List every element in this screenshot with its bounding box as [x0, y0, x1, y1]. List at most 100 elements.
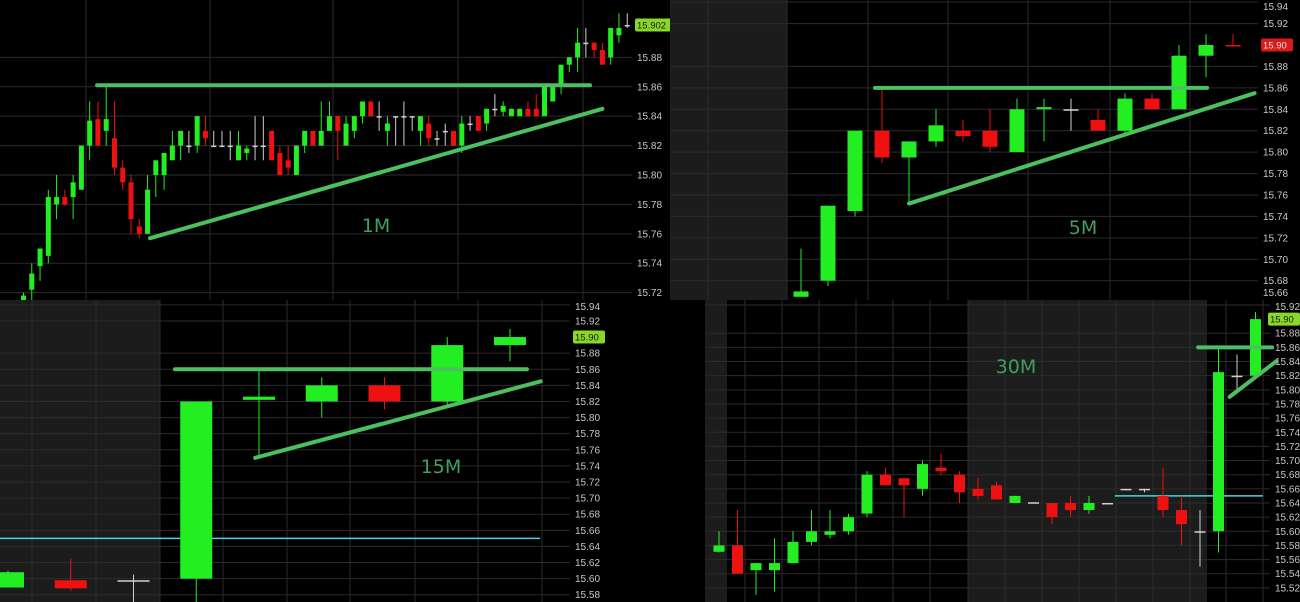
candle-body: [87, 120, 93, 146]
y-tick-label: 15.94: [1263, 2, 1288, 13]
candle-body: [21, 295, 26, 300]
y-tick-label: 15.82: [1263, 126, 1288, 137]
candle-body: [820, 205, 836, 281]
candle-body: [70, 182, 76, 198]
candle: [492, 94, 498, 117]
candle-body: [409, 116, 415, 118]
panel-content: 1M: [0, 0, 670, 300]
candle-body: [793, 291, 809, 297]
y-tick-label: 15.78: [637, 200, 662, 211]
candle-body: [318, 130, 324, 146]
y-tick-label: 15.84: [575, 381, 600, 392]
candle: [368, 377, 401, 410]
candle: [1139, 488, 1150, 493]
candle: [806, 510, 817, 546]
y-tick-label: 15.92: [1275, 302, 1300, 313]
candle: [901, 141, 917, 204]
candle-body: [880, 474, 891, 486]
candle-body: [376, 116, 382, 118]
y-tick-label: 15.58: [575, 590, 600, 601]
candle-body: [277, 152, 283, 175]
candle-body: [517, 108, 523, 117]
session-shade: [0, 300, 160, 602]
candle: [161, 152, 167, 190]
candle-body: [624, 25, 630, 27]
panel-axis-labels: 15.58 15.60 15.62 15.64 15.66 15.68 15.70 15.72…: [573, 302, 605, 601]
candle: [1157, 467, 1169, 518]
last-price-badge-bg: [1261, 38, 1293, 52]
y-tick-label: 15.80: [1263, 148, 1288, 159]
candle-body: [111, 138, 117, 168]
last-price-badge: 15.90: [1268, 312, 1300, 326]
candle-body: [917, 464, 928, 489]
support-trendline: [148, 106, 605, 241]
candle-body: [459, 123, 465, 146]
candle-body: [302, 130, 308, 146]
candle: [1176, 495, 1187, 546]
candle-body: [492, 108, 498, 111]
candle: [219, 130, 225, 148]
panel-axis-labels: 15.52 15.54 15.56 15.58 15.60 15.62 15.64 15.66…: [1268, 302, 1300, 594]
candle-body: [608, 27, 614, 58]
candle-body: [533, 108, 539, 117]
candle-body: [1139, 488, 1150, 491]
candle: [732, 510, 743, 574]
y-tick-label: 15.54: [1275, 569, 1300, 580]
candle-body: [434, 138, 440, 140]
candle: [178, 130, 184, 161]
candle: [898, 478, 910, 518]
session-shade: [670, 0, 787, 300]
candle-body: [29, 273, 35, 290]
y-tick-label: 15.72: [637, 288, 662, 299]
candle-body: [1198, 45, 1214, 56]
candle: [1171, 45, 1187, 110]
y-tick-label: 15.88: [1263, 62, 1288, 73]
candle-body: [583, 42, 589, 45]
y-tick-label: 15.76: [1263, 191, 1288, 202]
y-tick-label: 15.58: [1275, 541, 1300, 552]
candle: [542, 86, 548, 117]
candle-body: [1171, 55, 1187, 110]
candle-body: [169, 145, 175, 161]
candle-body: [566, 57, 572, 65]
candle-body: [901, 141, 917, 158]
candle: [880, 467, 891, 486]
candle-body: [260, 145, 266, 148]
candle: [1090, 109, 1106, 131]
candle-body: [351, 116, 357, 131]
candle-body: [972, 488, 984, 496]
y-tick-label: 15.70: [1263, 255, 1288, 266]
candle: [793, 248, 809, 297]
y-tick-label: 15.68: [1263, 276, 1288, 287]
candle-body: [45, 197, 51, 256]
candle-body: [1046, 502, 1058, 518]
y-tick-label: 15.76: [637, 229, 662, 240]
candle-body: [1120, 488, 1132, 491]
candle-body: [326, 116, 332, 131]
candle: [1065, 495, 1076, 518]
candle: [1046, 502, 1058, 525]
candle: [1120, 488, 1132, 491]
candle-body: [384, 123, 390, 131]
candle: [972, 478, 984, 500]
last-price-badge-bg: [573, 330, 605, 344]
candle-body: [1157, 495, 1169, 511]
y-tick-label: 15.80: [575, 413, 600, 424]
candle-body: [954, 474, 965, 493]
last-price-value: 15.90: [1263, 41, 1287, 52]
y-tick-label: 15.70: [575, 494, 600, 505]
candle-body: [1102, 502, 1113, 505]
candle: [1213, 347, 1224, 553]
y-tick-label: 15.62: [575, 558, 600, 569]
y-tick-label: 15.64: [1275, 498, 1300, 509]
candle-body: [368, 101, 374, 117]
y-tick-label: 15.74: [1275, 428, 1300, 439]
candle: [583, 27, 589, 58]
candle: [117, 574, 150, 602]
candle: [713, 531, 725, 553]
candle-body: [117, 580, 150, 582]
candle: [227, 130, 233, 161]
y-tick-label: 15.74: [1263, 212, 1288, 223]
candle: [566, 57, 572, 73]
candle-body: [244, 148, 250, 153]
